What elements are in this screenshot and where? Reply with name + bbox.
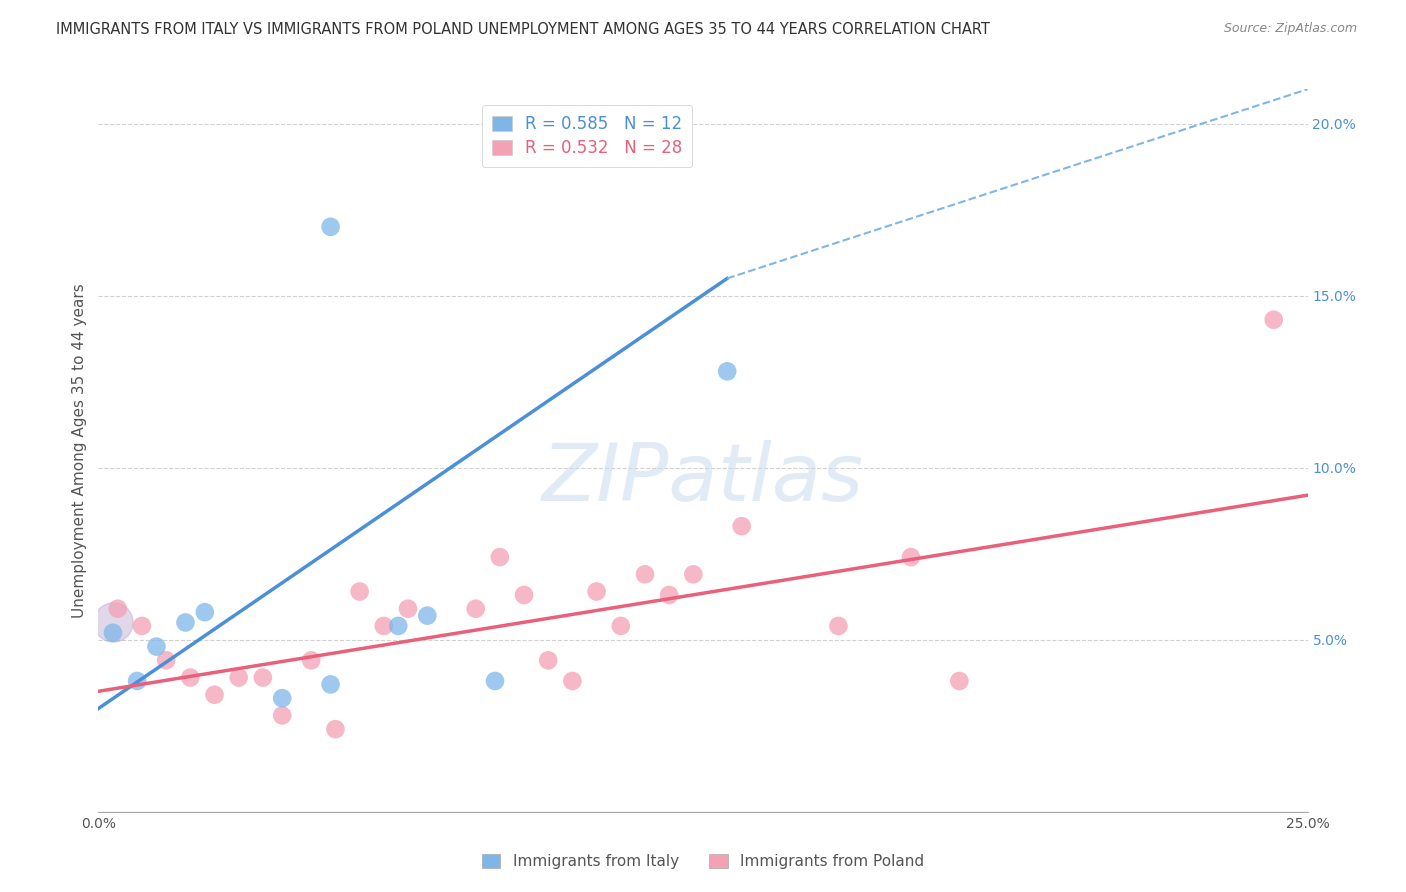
Point bbox=[271, 708, 294, 723]
Point bbox=[610, 619, 633, 633]
Text: ZIPatlas: ZIPatlas bbox=[541, 441, 865, 518]
Point bbox=[179, 671, 201, 685]
Point bbox=[204, 688, 226, 702]
Point bbox=[387, 619, 409, 633]
Point bbox=[155, 653, 177, 667]
Point bbox=[537, 653, 560, 667]
Point bbox=[561, 673, 583, 688]
Point bbox=[484, 673, 506, 688]
Point bbox=[1263, 312, 1285, 326]
Point bbox=[127, 673, 149, 688]
Point bbox=[228, 671, 250, 685]
Point bbox=[827, 619, 849, 633]
Point bbox=[731, 519, 754, 533]
Point bbox=[396, 601, 419, 615]
Point bbox=[101, 625, 124, 640]
Text: Source: ZipAtlas.com: Source: ZipAtlas.com bbox=[1223, 22, 1357, 36]
Point bbox=[101, 615, 124, 630]
Point bbox=[716, 364, 738, 378]
Y-axis label: Unemployment Among Ages 35 to 44 years: Unemployment Among Ages 35 to 44 years bbox=[72, 283, 87, 618]
Point bbox=[145, 640, 167, 654]
Point bbox=[585, 584, 607, 599]
Point bbox=[464, 601, 486, 615]
Point bbox=[634, 567, 657, 582]
Point bbox=[900, 550, 922, 565]
Point bbox=[174, 615, 197, 630]
Point bbox=[489, 550, 512, 565]
Point bbox=[325, 722, 347, 736]
Point bbox=[349, 584, 371, 599]
Point bbox=[319, 219, 342, 234]
Point bbox=[107, 601, 129, 615]
Point bbox=[948, 673, 970, 688]
Point bbox=[252, 671, 274, 685]
Point bbox=[131, 619, 153, 633]
Point bbox=[299, 653, 322, 667]
Text: IMMIGRANTS FROM ITALY VS IMMIGRANTS FROM POLAND UNEMPLOYMENT AMONG AGES 35 TO 44: IMMIGRANTS FROM ITALY VS IMMIGRANTS FROM… bbox=[56, 22, 990, 37]
Legend: Immigrants from Italy, Immigrants from Poland: Immigrants from Italy, Immigrants from P… bbox=[475, 848, 931, 875]
Point bbox=[658, 588, 681, 602]
Point bbox=[416, 608, 439, 623]
Point bbox=[271, 691, 294, 706]
Point bbox=[194, 605, 217, 619]
Legend: R = 0.585   N = 12, R = 0.532   N = 28: R = 0.585 N = 12, R = 0.532 N = 28 bbox=[482, 104, 692, 168]
Point bbox=[319, 677, 342, 691]
Point bbox=[682, 567, 704, 582]
Point bbox=[373, 619, 395, 633]
Point bbox=[513, 588, 536, 602]
